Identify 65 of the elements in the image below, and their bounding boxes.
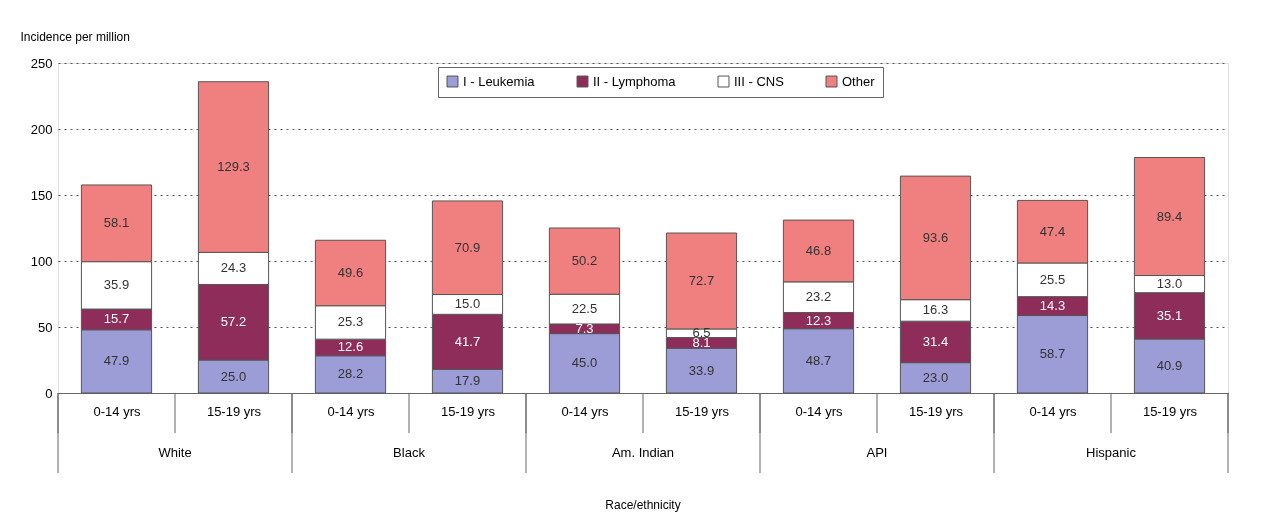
data-label: 58.7 [1039, 346, 1066, 362]
x-tick-label: 0-14 yrs [561, 403, 609, 419]
text: White [158, 445, 192, 460]
x-tick-label: 15-19 yrs [908, 403, 964, 419]
data-label: 15.0 [454, 296, 481, 312]
data-label: 57.2 [220, 314, 247, 330]
data-label: 35.1 [1156, 307, 1183, 323]
text: Am. Indian [611, 445, 675, 460]
data-label: 89.4 [1156, 208, 1183, 224]
text: API [866, 445, 888, 460]
x-tick-label: 0-14 yrs [93, 403, 141, 419]
y-tick-label: 150 [30, 187, 53, 203]
data-label: 129.3 [217, 159, 250, 175]
data-label: 41.7 [454, 333, 481, 349]
data-label: 12.6 [337, 339, 364, 355]
data-label: 49.6 [337, 265, 364, 281]
data-label: 13.0 [1156, 276, 1183, 292]
y-tick-label: 100 [30, 253, 53, 269]
y-tick-label: 200 [30, 121, 53, 137]
x-tick-label: 0-14 yrs [327, 403, 375, 419]
data-label: 50.2 [571, 253, 598, 269]
data-label: 35.9 [103, 277, 130, 293]
data-label: 47.9 [103, 353, 130, 369]
legend-label: II - Lymphoma [593, 73, 677, 89]
data-label: 48.7 [805, 352, 832, 368]
data-label: 22.5 [571, 301, 598, 317]
data-label: 31.4 [922, 333, 949, 349]
x-tick-label: 15-19 yrs [206, 403, 262, 419]
y-tick-label: 50 [38, 319, 53, 335]
data-label: 46.8 [805, 242, 832, 258]
data-label: 58.1 [103, 215, 130, 231]
legend-label: I - Leukemia [463, 73, 536, 89]
data-label: 23.0 [922, 369, 949, 385]
x-tick-label: 0-14 yrs [795, 403, 843, 419]
data-label: 40.9 [1156, 358, 1183, 374]
data-label: 33.9 [688, 362, 715, 378]
data-label: 28.2 [337, 366, 364, 382]
y-axis-title: Incidence per million [20, 29, 130, 44]
data-label: 12.3 [805, 312, 832, 328]
data-label: 16.3 [922, 302, 949, 318]
data-label: 25.5 [1039, 271, 1066, 287]
data-label: 70.9 [454, 239, 481, 255]
legend-label: Other [842, 73, 876, 89]
data-label: 23.2 [805, 289, 832, 305]
x-tick-label: 0-14 yrs [1029, 403, 1077, 419]
x-tick-label: 15-19 yrs [674, 403, 730, 419]
data-label: 93.6 [922, 229, 949, 245]
data-label: 45.0 [571, 355, 598, 371]
data-label: 47.4 [1039, 223, 1066, 239]
text: Race/ethnicity [605, 498, 681, 512]
data-label: 25.3 [337, 314, 364, 330]
legend-label: III - CNS [734, 73, 785, 89]
x-tick-label: 15-19 yrs [440, 403, 496, 419]
y-tick-label: 250 [30, 55, 53, 71]
data-label: 17.9 [454, 373, 481, 389]
data-label: 15.7 [103, 311, 130, 327]
data-label: 24.3 [220, 260, 247, 276]
text: Hispanic [1086, 445, 1137, 460]
text: Black [393, 445, 426, 460]
y-tick-label: 0 [45, 385, 53, 401]
data-label: 7.3 [575, 320, 594, 336]
data-label: 72.7 [688, 273, 715, 288]
data-label: 14.3 [1039, 298, 1066, 314]
x-tick-label: 15-19 yrs [1142, 403, 1198, 419]
data-label: 25.0 [220, 368, 247, 384]
